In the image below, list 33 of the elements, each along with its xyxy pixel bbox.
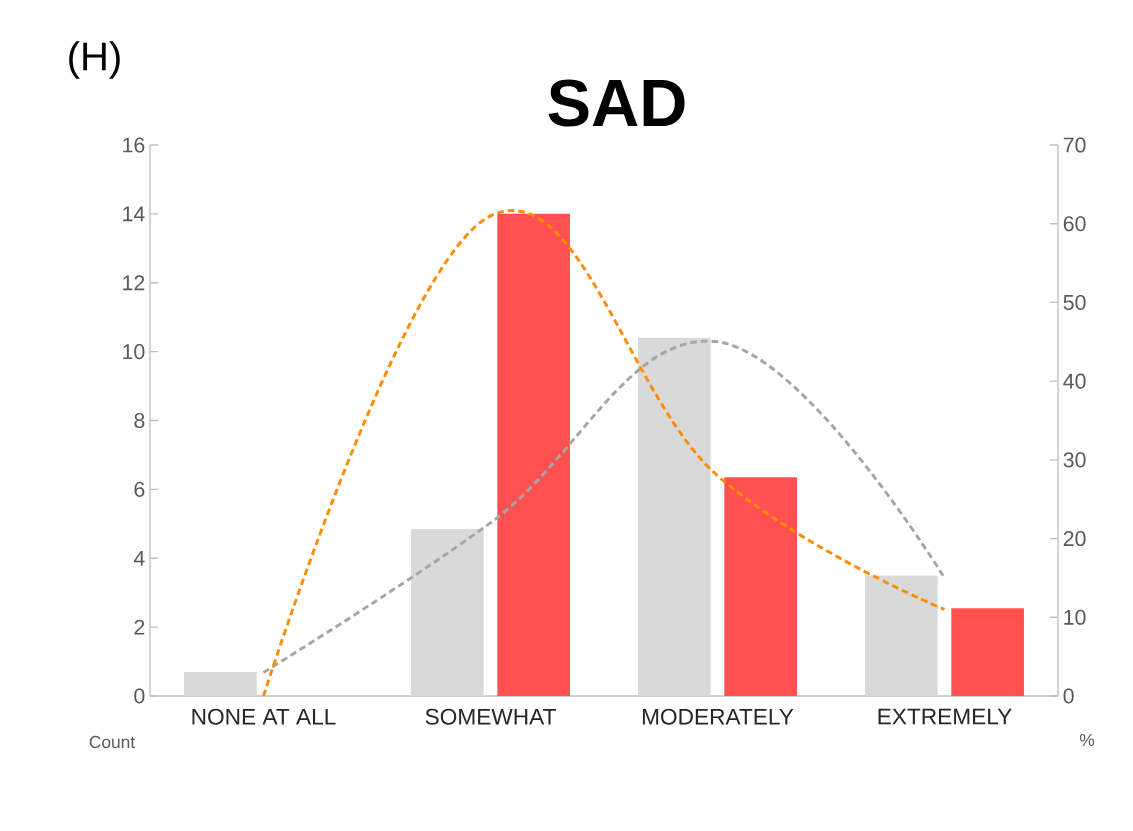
x-tick-label: EXTREMELY (878, 708, 1012, 725)
y2-tick-label: 0 (1063, 688, 1074, 704)
x-tick-label: NONE AT ALL (192, 708, 336, 725)
y-tick-label: 0 (134, 688, 145, 704)
text: (H) (69, 41, 120, 79)
line-series (262, 340, 946, 674)
y2-tick-label: 10 (1064, 609, 1086, 625)
bar (951, 608, 1024, 696)
y-tick-label: 14 (123, 206, 145, 222)
y-tick-label: 12 (123, 275, 145, 291)
y-tick-label: 4 (133, 550, 145, 566)
y2-axis-title: % (1079, 733, 1095, 747)
y2-tick-label: 50 (1063, 294, 1086, 310)
y2-tick-label: 70 (1063, 137, 1086, 153)
y-tick-label: 6 (134, 481, 145, 497)
y2-tick-label: 60 (1063, 216, 1086, 232)
x-tick-label: SOMEWHAT (425, 708, 556, 725)
y2-tick-label: 30 (1063, 452, 1086, 468)
y2-tick-label: 40 (1063, 373, 1086, 389)
y-tick-label: 8 (134, 412, 145, 429)
y-tick-label: 10 (123, 344, 145, 360)
x-tick-label: MODERATELY (642, 708, 794, 725)
bar (497, 213, 570, 696)
y-tick-label: 16 (123, 137, 145, 153)
y-tick-label: 2 (134, 619, 145, 635)
chart-title: SAD (548, 79, 685, 127)
y2-tick-label: 20 (1063, 531, 1086, 547)
y-axis-title: Count (89, 735, 135, 749)
bar (724, 477, 797, 696)
bar (411, 528, 484, 696)
bar (865, 575, 938, 696)
bar (184, 671, 257, 696)
bar (638, 337, 711, 696)
